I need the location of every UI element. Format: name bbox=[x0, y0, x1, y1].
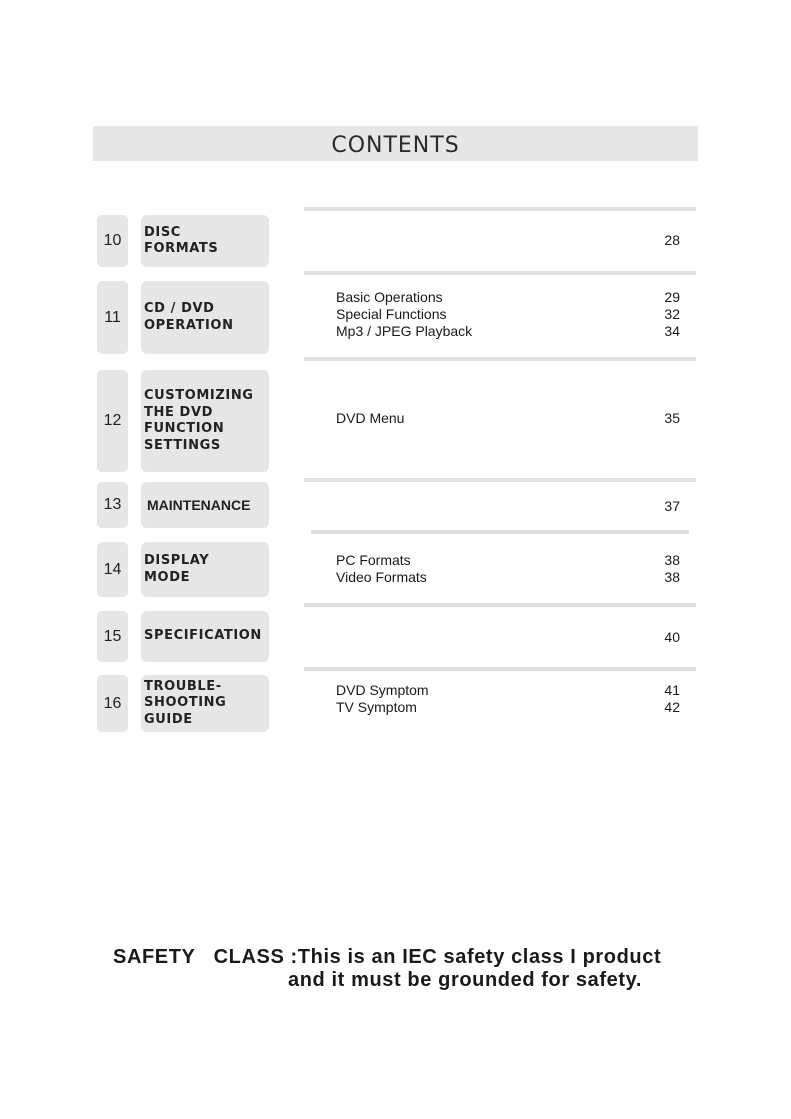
section-divider bbox=[304, 207, 696, 211]
toc-entry-label[interactable]: DVD Symptom bbox=[336, 682, 429, 698]
toc-entry-page[interactable]: 42 bbox=[664, 699, 680, 715]
section-number: 13 bbox=[97, 482, 128, 528]
toc-entry-page[interactable]: 37 bbox=[664, 498, 680, 514]
toc-entry-label[interactable]: TV Symptom bbox=[336, 699, 417, 715]
section-divider bbox=[304, 667, 696, 671]
section-title: DISC FORMATS bbox=[141, 215, 269, 267]
section-title: SPECIFICATION bbox=[141, 611, 269, 662]
toc-entry-page[interactable]: 29 bbox=[664, 289, 680, 305]
toc-entry-label[interactable]: Basic Operations bbox=[336, 289, 443, 305]
section-divider bbox=[304, 271, 696, 275]
section-title: MAINTENANCE bbox=[141, 482, 269, 528]
section-number: 12 bbox=[97, 370, 128, 472]
section-divider bbox=[304, 478, 696, 482]
safety-notice-line1: SAFETY CLASS :This is an IEC safety clas… bbox=[113, 946, 662, 968]
toc-entry-page[interactable]: 40 bbox=[664, 629, 680, 645]
section-divider bbox=[304, 357, 696, 361]
section-number: 15 bbox=[97, 611, 128, 662]
toc-entry-page[interactable]: 38 bbox=[664, 569, 680, 585]
toc-entry-page[interactable]: 28 bbox=[664, 232, 680, 248]
toc-entry-label[interactable]: Video Formats bbox=[336, 569, 427, 585]
toc-entry-label[interactable]: PC Formats bbox=[336, 552, 411, 568]
section-number: 11 bbox=[97, 281, 128, 354]
toc-entry-page[interactable]: 34 bbox=[664, 323, 680, 339]
section-title: CD / DVD OPERATION bbox=[141, 281, 269, 354]
toc-entry-label[interactable]: Special Functions bbox=[336, 306, 447, 322]
section-title: DISPLAY MODE bbox=[141, 542, 269, 597]
toc-entry-page[interactable]: 35 bbox=[664, 410, 680, 426]
section-number: 14 bbox=[97, 542, 128, 597]
section-number: 10 bbox=[97, 215, 128, 267]
toc-entry-page[interactable]: 38 bbox=[664, 552, 680, 568]
section-divider bbox=[304, 603, 696, 607]
toc-entry-page[interactable]: 41 bbox=[664, 682, 680, 698]
page-title: CONTENTS bbox=[331, 133, 460, 158]
section-divider bbox=[311, 530, 689, 534]
toc-entry-page[interactable]: 32 bbox=[664, 306, 680, 322]
contents-header: CONTENTS bbox=[93, 126, 698, 161]
toc-entry-label[interactable]: Mp3 / JPEG Playback bbox=[336, 323, 473, 339]
section-number: 16 bbox=[97, 675, 128, 732]
safety-notice-line2: and it must be grounded for safety. bbox=[288, 969, 642, 991]
toc-entry-label[interactable]: DVD Menu bbox=[336, 410, 405, 426]
section-title: TROUBLE- SHOOTING GUIDE bbox=[141, 675, 269, 732]
section-title: CUSTOMIZING THE DVD FUNCTION SETTINGS bbox=[141, 370, 269, 472]
